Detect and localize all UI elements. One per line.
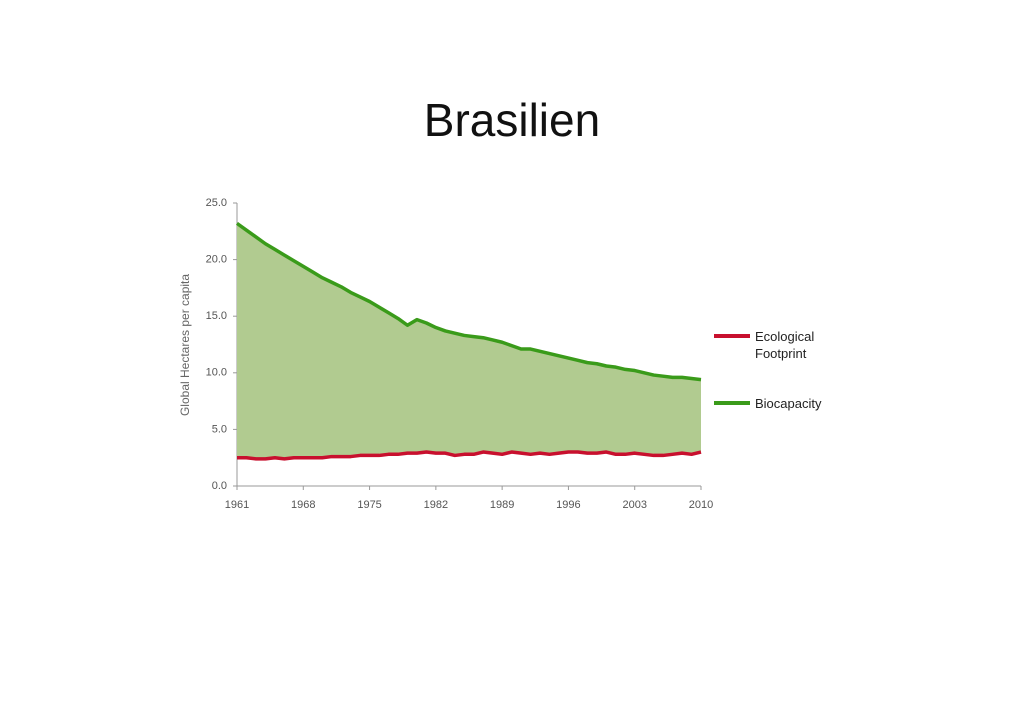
x-tick-label: 1968 xyxy=(291,499,315,511)
x-tick-label: 1961 xyxy=(225,499,249,511)
series-line xyxy=(235,221,702,382)
y-axis-label: Global Hectares per capita xyxy=(178,274,192,416)
legend-label: Ecological Footprint xyxy=(755,329,815,361)
y-tick-label: 25.0 xyxy=(206,197,227,209)
series-line xyxy=(237,450,702,461)
x-tick-label: 1975 xyxy=(357,499,381,511)
x-tick-label: 2010 xyxy=(689,499,713,511)
y-tick-label: 5.0 xyxy=(212,423,227,435)
x-tick-label: 1989 xyxy=(490,499,514,511)
y-tick-label: 0.0 xyxy=(212,480,227,492)
chart-title: Brasilien xyxy=(424,94,600,146)
x-tick-label: 1982 xyxy=(424,499,448,511)
fill-between xyxy=(237,223,701,459)
y-tick-label: 20.0 xyxy=(206,254,227,266)
legend-label: Biocapacity xyxy=(755,396,822,411)
x-tick-label: 1996 xyxy=(556,499,580,511)
y-tick-label: 10.0 xyxy=(206,367,227,379)
x-tick-label: 2003 xyxy=(622,499,646,511)
y-tick-label: 15.0 xyxy=(206,310,227,322)
